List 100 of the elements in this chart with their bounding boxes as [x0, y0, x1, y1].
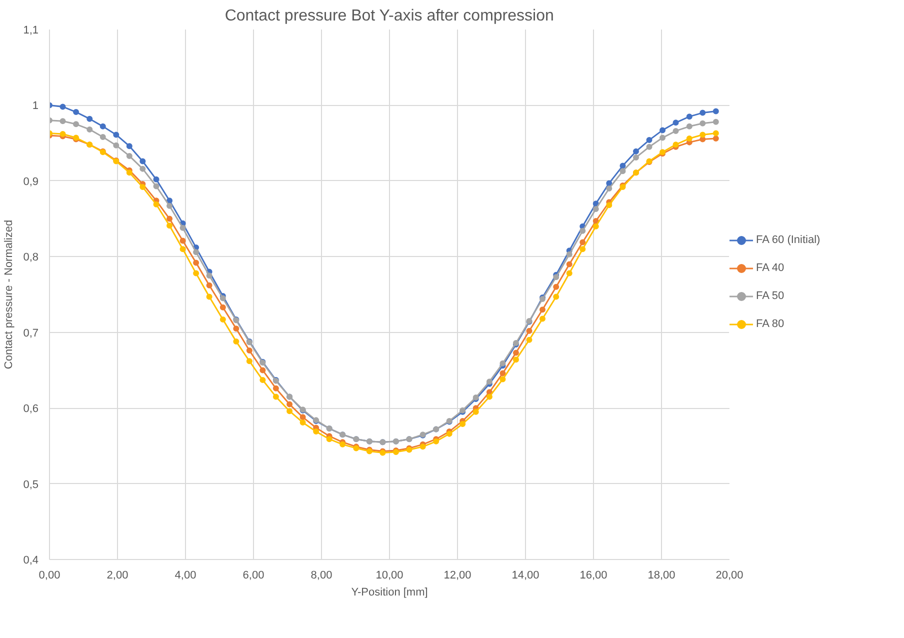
point [686, 123, 692, 130]
point [712, 108, 719, 114]
point [73, 109, 80, 116]
x-tick-label: 20,00 [716, 570, 744, 582]
legend-label: FA 40 [756, 262, 784, 274]
point [153, 176, 160, 182]
point [566, 261, 572, 268]
point [140, 166, 146, 172]
point [646, 144, 652, 150]
point [113, 142, 120, 148]
point [712, 136, 719, 142]
point [606, 202, 612, 208]
point [712, 118, 719, 125]
point [592, 206, 599, 212]
y-tick-label: 1,1 [23, 24, 39, 36]
point [633, 148, 639, 154]
y-tick-label: 1 [32, 100, 39, 112]
y-tick-label: 0,7 [23, 327, 39, 340]
point [126, 152, 132, 159]
x-tick-label: 18,00 [648, 570, 676, 582]
point [272, 385, 279, 392]
point [73, 121, 80, 128]
point [512, 350, 519, 356]
point [100, 134, 106, 140]
x-tick-label: 2,00 [106, 570, 128, 582]
point [286, 401, 293, 408]
point [566, 270, 572, 276]
point [233, 326, 240, 332]
y-tick-label: 0,6 [23, 403, 39, 416]
point [526, 328, 532, 334]
point [193, 270, 200, 276]
point [486, 394, 492, 400]
point [206, 272, 212, 279]
point [500, 370, 506, 376]
point [60, 130, 66, 137]
x-tick-label: 16,00 [580, 570, 608, 582]
y-axis-title: Contact pressure - Normalized [3, 220, 16, 370]
point [580, 246, 586, 252]
point [193, 260, 200, 266]
point [180, 238, 186, 244]
point [180, 246, 186, 252]
point [553, 294, 560, 300]
point [246, 358, 252, 364]
point [166, 216, 173, 222]
point [166, 202, 173, 209]
point [180, 224, 186, 231]
point [420, 444, 426, 450]
point [220, 295, 226, 302]
point [580, 239, 586, 246]
point [620, 168, 626, 174]
point [100, 123, 106, 130]
legend-label: FA 50 [756, 290, 784, 302]
point [140, 184, 146, 190]
point [193, 249, 200, 256]
point [553, 284, 560, 290]
point [286, 408, 293, 414]
point [606, 186, 612, 192]
legend-label: FA 60 (Initial) [756, 234, 820, 246]
point [126, 170, 132, 176]
point [700, 132, 706, 138]
point [260, 367, 266, 374]
point [646, 137, 652, 144]
point [606, 180, 612, 186]
point [300, 419, 306, 426]
point [313, 428, 320, 435]
point [660, 134, 666, 141]
point [272, 394, 279, 400]
point [566, 251, 572, 258]
point [166, 198, 173, 204]
point [512, 356, 519, 363]
point [672, 120, 679, 126]
point [500, 376, 506, 382]
point [220, 316, 226, 322]
point [246, 348, 252, 354]
point [526, 336, 532, 343]
x-tick-label: 10,00 [376, 570, 404, 582]
x-tick-label: 6,00 [242, 570, 264, 582]
point [460, 420, 466, 427]
point [300, 414, 306, 420]
point [113, 132, 120, 138]
point [153, 201, 160, 208]
point [472, 408, 479, 415]
point [540, 316, 546, 322]
point [206, 282, 212, 288]
point [712, 130, 719, 136]
point [660, 127, 666, 134]
point [260, 377, 266, 384]
point [233, 338, 240, 344]
point [60, 118, 66, 124]
x-tick-label: 0,00 [38, 570, 60, 582]
y-tick-label: 0,5 [23, 478, 39, 491]
point [166, 222, 173, 229]
legend-label: FA 80 [756, 318, 784, 330]
x-tick-label: 4,00 [174, 570, 196, 582]
point [700, 120, 706, 126]
point [580, 228, 586, 234]
point [620, 162, 626, 169]
point [592, 223, 599, 230]
x-axis-title: Y-Position [mm] [351, 586, 428, 598]
point [60, 104, 66, 110]
